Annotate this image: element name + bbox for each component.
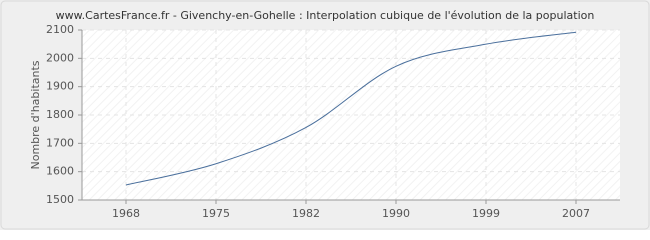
y-tick-label: 1500 <box>46 193 74 206</box>
chart-title: www.CartesFrance.fr - Givenchy-en-Gohell… <box>56 9 595 22</box>
y-tick-label: 1900 <box>46 80 74 93</box>
y-tick-label: 2100 <box>46 23 74 36</box>
x-tick-label: 2007 <box>562 207 590 220</box>
line <box>125 31 577 186</box>
y-tick-label: 1600 <box>46 165 74 178</box>
chart: www.CartesFrance.fr - Givenchy-en-Gohell… <box>0 0 650 230</box>
y-axis-label: Nombre d'habitants <box>29 60 42 169</box>
x-tick-label: 1968 <box>112 207 140 220</box>
page: {"chart_data": {"type": "line", "title":… <box>0 0 650 230</box>
x-tick-label: 1999 <box>472 207 500 220</box>
y-tick-label: 1800 <box>46 108 74 121</box>
x-tick-label: 1990 <box>382 207 410 220</box>
frame <box>0 0 650 230</box>
y-tick-label: 2000 <box>46 51 74 64</box>
y-tick-label: 1700 <box>46 136 74 149</box>
x-tick-label: 1982 <box>292 207 320 220</box>
x-tick-label: 1975 <box>202 207 230 220</box>
